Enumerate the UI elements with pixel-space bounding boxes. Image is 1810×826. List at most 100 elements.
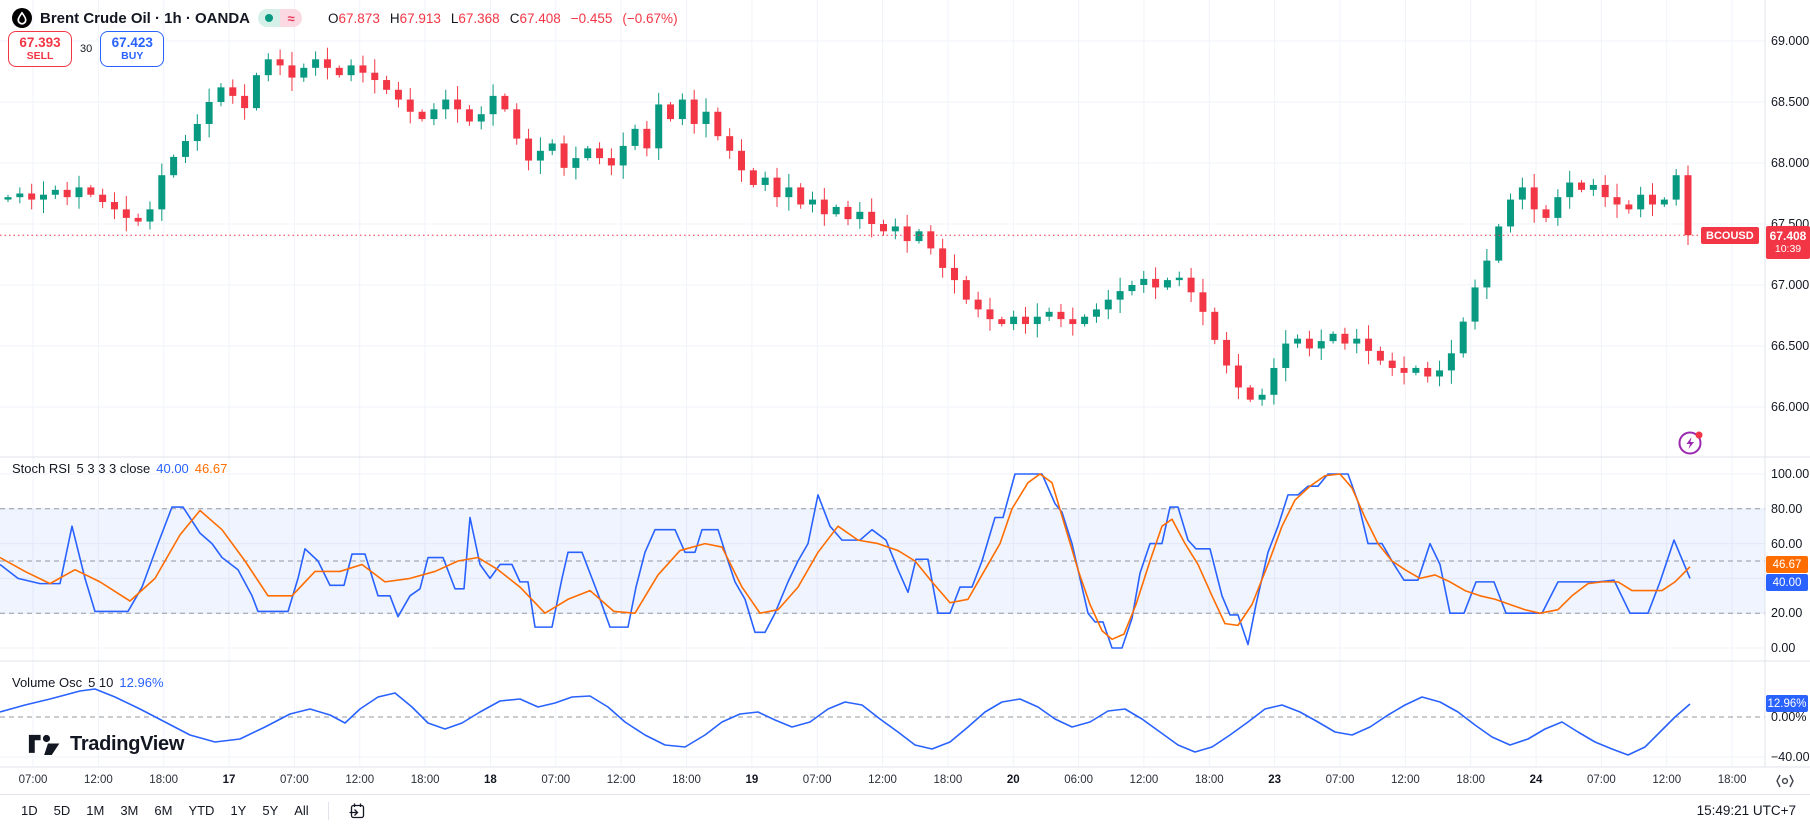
time-tick: 12:00 [868, 774, 897, 786]
stoch-rsi-title[interactable]: Stoch RSI [12, 461, 71, 476]
candlestick-series [4, 47, 1692, 406]
time-tick: 12:00 [1652, 774, 1682, 786]
time-tick: 24 [1529, 774, 1543, 786]
range-5y-button[interactable]: 5Y [255, 800, 285, 821]
ohlc-o: O67.873 [328, 10, 380, 26]
range-all-button[interactable]: All [287, 800, 315, 821]
stoch-rsi-legend: Stoch RSI 5 3 3 3 close 40.00 46.67 [12, 461, 227, 476]
time-tick: 23 [1268, 774, 1282, 786]
ohlc-l: L67.368 [450, 10, 500, 26]
price-change: −0.455 [570, 10, 613, 26]
last-price-label[interactable]: 67.408 10:39 [1766, 226, 1810, 259]
price-tick: 68.000 [1771, 156, 1810, 170]
time-tick: 07:00 [1325, 774, 1355, 786]
price-axis[interactable]: 69.000 68.500 68.000 67.500 67.000 66.500 66.0… [1765, 0, 1810, 456]
time-tick: 18:00 [672, 774, 701, 786]
buy-price: 67.423 [111, 35, 153, 51]
stoch-tick: 0.00 [1771, 641, 1796, 655]
stoch-tick: 20.00 [1771, 606, 1803, 621]
grid-lines [0, 0, 1765, 766]
instant-order-lightning-icon[interactable] [1677, 428, 1705, 456]
time-axis[interactable]: 07:00 12:00 18:00 17 07:00 12:00 18:00 18 07:00 1… [0, 768, 1810, 794]
tradingview-mark-icon [28, 734, 60, 755]
time-tick: 19 [745, 774, 759, 786]
time-tick: 12:00 [1390, 774, 1420, 786]
clock-timezone[interactable]: 15:49:21 UTC+7 [1696, 803, 1796, 818]
last-price-value: 67.408 [1769, 228, 1807, 243]
stoch-tick: 80.00 [1771, 501, 1803, 516]
calendar-arrow-icon [349, 803, 364, 818]
tradingview-logo-text: TradingView [70, 733, 185, 755]
bottom-toolbar: 1D 5D 1M 3M 6M YTD 1Y 5Y All 15:49:21 UTC+7 [0, 794, 1810, 826]
time-tick: 20 [1006, 774, 1020, 786]
market-open-dot-icon [258, 9, 281, 27]
buy-label: BUY [121, 49, 144, 62]
time-tick: 18:00 [1456, 774, 1486, 786]
stoch-tick: 60.00 [1771, 536, 1803, 551]
volume-osc-axis[interactable]: 0.00% −40.00% [1765, 662, 1810, 766]
volosc-tick: −40.00% [1771, 750, 1810, 764]
range-1m-button[interactable]: 1M [79, 800, 111, 821]
time-tick: 07:00 [18, 774, 48, 786]
time-tick: 12:00 [1129, 774, 1159, 786]
stoch-tick: 100.00 [1771, 467, 1810, 481]
time-tick: 07:00 [802, 774, 832, 786]
ohlc-c: C67.408 [509, 10, 561, 26]
price-tick: 68.500 [1771, 95, 1810, 109]
volume-osc-line [0, 688, 1691, 756]
stoch-d-value: 46.67 [194, 461, 228, 476]
time-tick: 18:00 [1717, 774, 1747, 786]
range-1d-button[interactable]: 1D [14, 800, 45, 821]
time-tick: 18:00 [933, 774, 963, 786]
vol-osc-title[interactable]: Volume Osc [12, 675, 83, 690]
chart-header: Brent Crude Oil · 1h · OANDA ≈ O67.873 H6… [12, 6, 678, 30]
time-tick: 18:00 [410, 774, 440, 786]
time-tick: 18:00 [149, 774, 179, 786]
price-tick: 67.000 [1771, 278, 1810, 292]
ohlc-readout: O67.873 H67.913 L67.368 C67.408 −0.455 (−0.… [328, 11, 678, 26]
time-tick: 07:00 [541, 774, 571, 786]
price-tick: 69.000 [1771, 34, 1810, 48]
ohlc-h: H67.913 [389, 10, 441, 26]
range-3m-button[interactable]: 3M [113, 800, 145, 821]
toolbar-divider [327, 801, 329, 820]
range-6m-button[interactable]: 6M [147, 800, 179, 821]
approx-price-icon: ≈ [280, 9, 303, 27]
range-5d-button[interactable]: 5D [47, 800, 78, 821]
time-tick: 07:00 [280, 774, 309, 786]
vol-osc-params: 5 10 [88, 675, 114, 690]
tradingview-logo[interactable]: TradingView [28, 733, 184, 756]
range-ytd-button[interactable]: YTD [181, 800, 221, 821]
time-tick: 12:00 [606, 774, 636, 786]
last-price-symbol-tag: BCOUSD [1701, 227, 1759, 244]
market-status-pills[interactable]: ≈ [258, 9, 303, 27]
time-tick: 18 [484, 774, 497, 786]
stoch-d-badge: 46.67 [1766, 556, 1808, 573]
sell-button[interactable]: 67.393 SELL [8, 31, 72, 67]
price-tick: 66.500 [1771, 339, 1810, 353]
time-scale-settings-icon[interactable] [1776, 774, 1794, 788]
pane-separators [0, 0, 1810, 768]
stoch-rsi-axis[interactable]: 100.00 80.00 60.00 20.00 0.00 [1765, 458, 1810, 660]
sell-price: 67.393 [19, 35, 61, 51]
volosc-tick: 0.00% [1771, 710, 1807, 724]
time-tick: 17 [222, 774, 236, 786]
sell-label: SELL [26, 49, 54, 62]
price-change-pct: (−0.67%) [622, 10, 678, 26]
time-tick: 18:00 [1194, 774, 1224, 786]
buy-button[interactable]: 67.423 BUY [100, 31, 165, 67]
symbol-title[interactable]: Brent Crude Oil · 1h · OANDA [40, 9, 251, 27]
time-tick: 12:00 [345, 774, 375, 786]
time-tick: 07:00 [1587, 774, 1616, 786]
range-1y-button[interactable]: 1Y [223, 800, 253, 821]
price-tick: 66.000 [1771, 400, 1810, 414]
time-tick: 12:00 [83, 774, 113, 786]
go-to-date-button[interactable] [341, 799, 373, 823]
trade-panel: 67.393 SELL 30 67.423 BUY [8, 31, 165, 67]
symbol-logo-icon [12, 8, 32, 28]
stoch-rsi-params: 5 3 3 3 close [76, 461, 151, 476]
stoch-k-value: 40.00 [156, 461, 189, 476]
vol-osc-badge: 12.96% [1766, 695, 1808, 712]
